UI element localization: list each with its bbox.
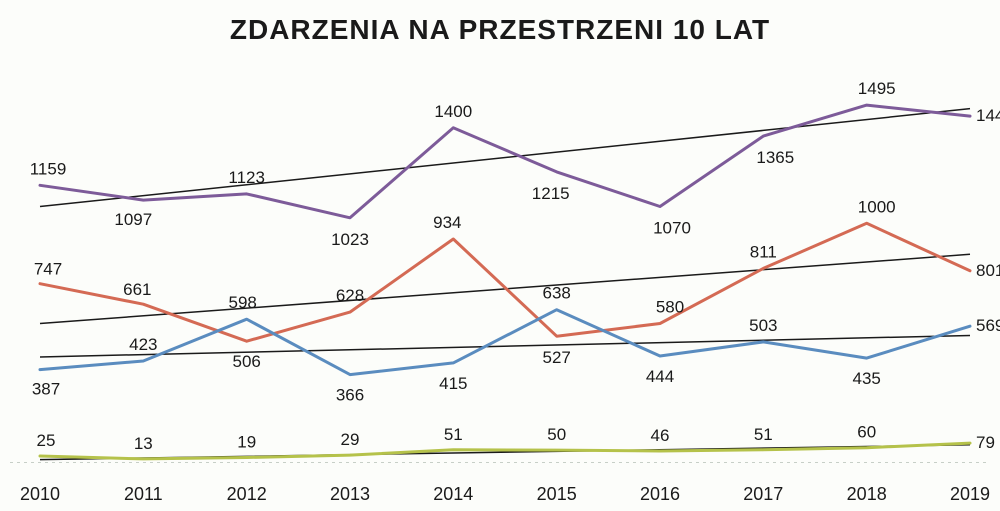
data-label-blue-8: 435 — [853, 369, 881, 388]
series-line-blue — [40, 310, 970, 375]
end-label-purple: 1449 — [976, 106, 1000, 125]
data-label-purple-6: 1070 — [653, 219, 691, 238]
series-line-red — [40, 223, 970, 341]
end-label-blue: 569 — [976, 316, 1000, 335]
data-label-purple-0: 1159 — [30, 159, 67, 178]
data-label-purple-7: 1365 — [756, 148, 794, 167]
data-label-blue-5: 638 — [543, 284, 571, 303]
data-label-blue-2: 598 — [229, 293, 257, 312]
data-label-olive-6: 46 — [651, 426, 670, 445]
x-axis-label-2012: 2012 — [227, 484, 267, 504]
data-label-red-5: 527 — [543, 348, 571, 367]
data-label-olive-3: 29 — [341, 430, 360, 449]
data-label-red-1: 661 — [123, 280, 151, 299]
data-label-purple-4: 1400 — [434, 102, 472, 121]
data-label-red-2: 506 — [233, 352, 261, 371]
data-label-olive-8: 60 — [857, 423, 876, 442]
data-label-olive-4: 51 — [444, 425, 463, 444]
data-label-olive-1: 13 — [134, 434, 153, 453]
line-chart: 1159 1097 1123 1023 1400 1215 1070 1365 1495 1449… — [0, 0, 1000, 511]
data-label-red-7: 811 — [750, 242, 777, 261]
data-label-red-4: 934 — [433, 213, 461, 232]
data-label-purple-8: 1495 — [858, 79, 896, 98]
data-label-olive-7: 51 — [754, 425, 773, 444]
x-axis-label-2016: 2016 — [640, 484, 680, 504]
x-axis-label-2017: 2017 — [743, 484, 783, 504]
data-label-purple-2: 1123 — [228, 168, 265, 187]
data-label-red-3: 628 — [336, 286, 364, 305]
series-line-purple — [40, 105, 970, 218]
data-label-purple-1: 1097 — [114, 210, 152, 229]
x-axis-label-2013: 2013 — [330, 484, 370, 504]
data-label-purple-5: 1215 — [532, 184, 570, 203]
x-axis-label-2015: 2015 — [537, 484, 577, 504]
end-label-olive: 79 — [976, 433, 995, 452]
data-label-olive-2: 19 — [237, 433, 256, 452]
data-label-blue-6: 444 — [646, 367, 674, 386]
data-label-olive-0: 25 — [37, 431, 56, 450]
chart-title: ZDARZENIA NA PRZESTRZENI 10 LAT — [0, 14, 1000, 46]
x-axis-label-2019: 2019 — [950, 484, 990, 504]
trend-line-purple — [40, 109, 970, 207]
data-label-blue-0: 387 — [32, 380, 60, 399]
end-label-red: 801 — [976, 261, 1000, 280]
x-axis-label-2018: 2018 — [847, 484, 887, 504]
data-label-blue-1: 423 — [129, 335, 157, 354]
data-label-blue-7: 503 — [749, 316, 777, 335]
data-label-purple-3: 1023 — [331, 230, 369, 249]
data-label-red-8: 1000 — [858, 197, 896, 216]
x-axis-label-2010: 2010 — [20, 484, 60, 504]
data-label-red-6: 580 — [656, 298, 684, 317]
series-line-olive — [40, 443, 970, 459]
x-axis-label-2011: 2011 — [124, 484, 163, 504]
data-label-red-0: 747 — [34, 260, 62, 279]
x-axis-label-2014: 2014 — [433, 484, 473, 504]
data-label-blue-3: 366 — [336, 386, 364, 405]
data-label-olive-5: 50 — [547, 425, 566, 444]
data-label-blue-4: 415 — [439, 374, 467, 393]
